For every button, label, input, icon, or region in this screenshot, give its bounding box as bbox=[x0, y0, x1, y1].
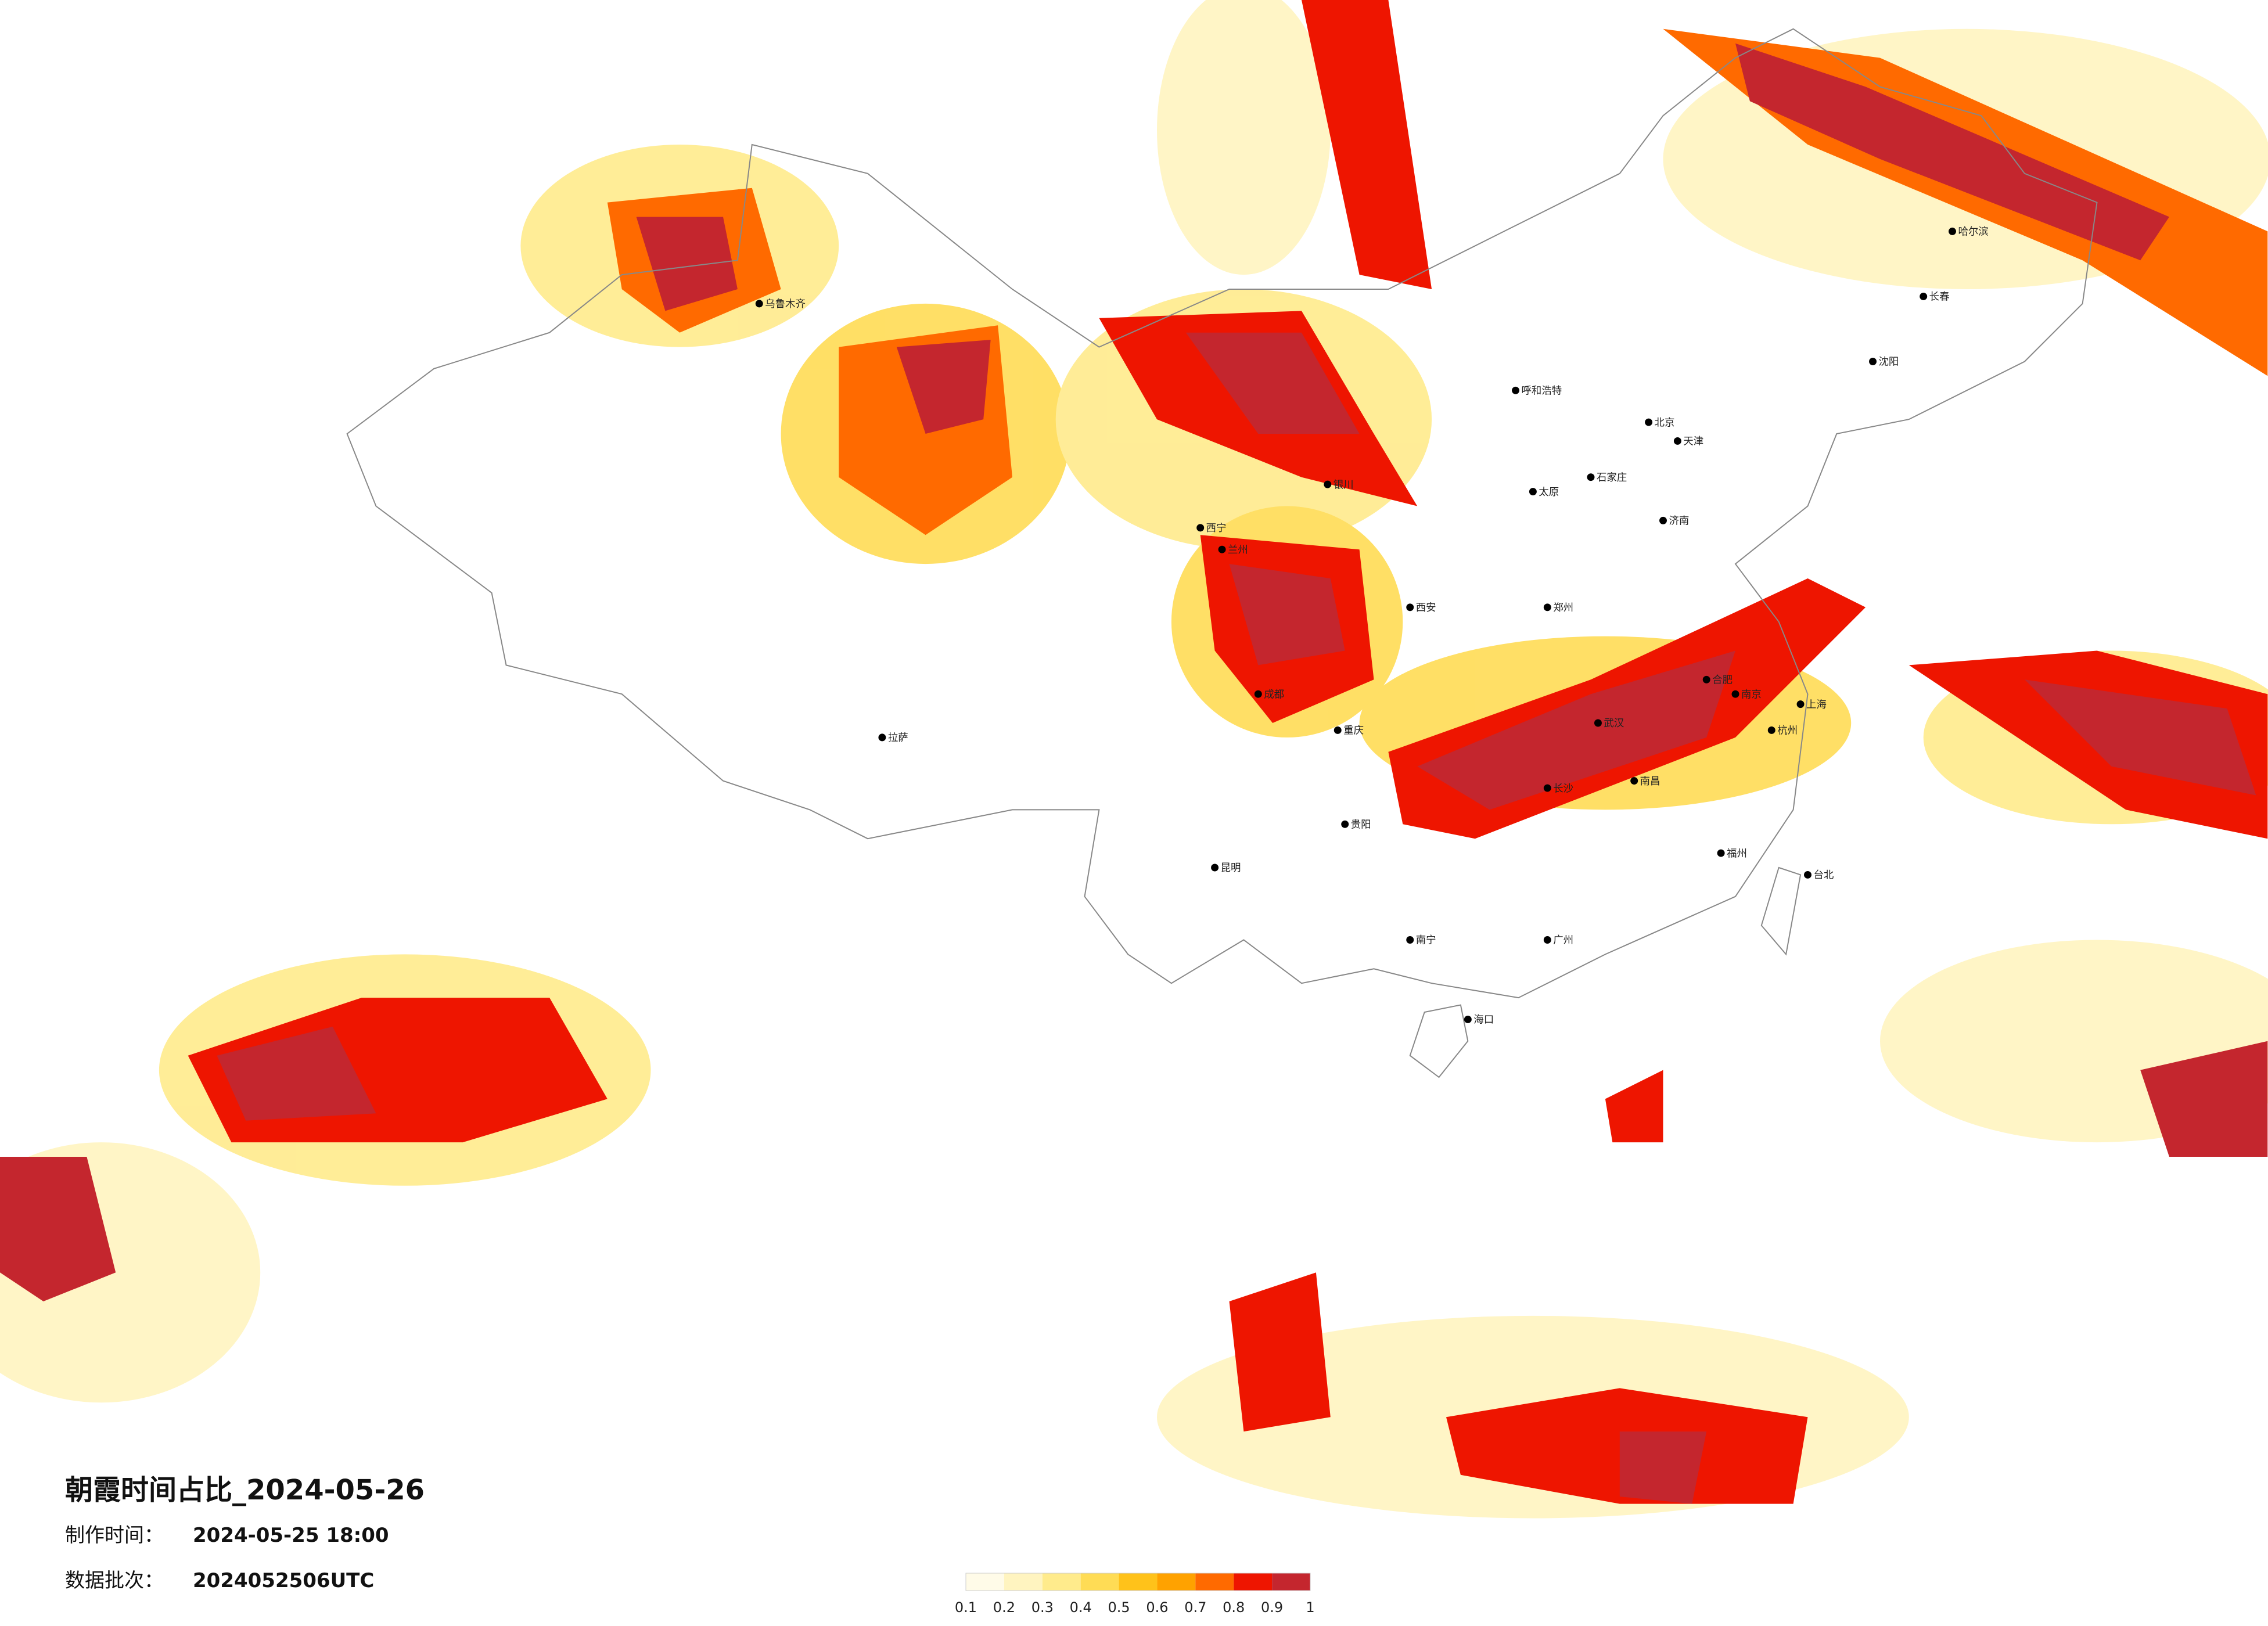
city-label: 兰州 bbox=[1228, 544, 1248, 556]
city-dot bbox=[1869, 358, 1877, 365]
city-dot bbox=[1512, 386, 1519, 394]
city-dot bbox=[1702, 675, 1710, 684]
city-dot bbox=[1587, 473, 1595, 481]
colorbar-tick-label: 0.7 bbox=[1184, 1599, 1206, 1616]
colorbar-swatch bbox=[966, 1573, 1004, 1591]
city-label: 银川 bbox=[1334, 479, 1354, 491]
city-label: 西安 bbox=[1416, 602, 1436, 614]
city-label: 南京 bbox=[1741, 689, 1762, 700]
city-label: 郑州 bbox=[1553, 602, 1573, 614]
city-label: 南宁 bbox=[1416, 935, 1436, 947]
island-border bbox=[1760, 866, 1802, 956]
city-label: 沈阳 bbox=[1879, 357, 1899, 368]
city-dot bbox=[1334, 726, 1342, 734]
city-dot bbox=[1211, 864, 1219, 872]
city-dot bbox=[1767, 726, 1775, 734]
city-label: 哈尔滨 bbox=[1958, 226, 1988, 238]
colorbar-tick-label: 0.9 bbox=[1261, 1599, 1283, 1616]
batch: 2024052506UTC bbox=[193, 1569, 374, 1592]
colorbar-tick-label: 0.5 bbox=[1108, 1599, 1130, 1616]
colorbar-swatch bbox=[1119, 1573, 1158, 1591]
city-dot bbox=[1659, 516, 1667, 524]
made-time: 2024-05-25 18:00 bbox=[193, 1524, 389, 1547]
colorbar-tick-label: 0.6 bbox=[1146, 1599, 1168, 1616]
city-dot bbox=[1196, 524, 1205, 532]
city-label: 福州 bbox=[1727, 848, 1747, 859]
city-dot bbox=[1464, 1015, 1472, 1023]
colorbar-swatch bbox=[1157, 1573, 1196, 1591]
colorbar-tick-label: 0.2 bbox=[993, 1599, 1015, 1616]
city-dot bbox=[1594, 719, 1602, 727]
city-label: 杭州 bbox=[1777, 725, 1798, 737]
city-label: 石家庄 bbox=[1597, 472, 1627, 484]
city-label: 乌鲁木齐 bbox=[765, 298, 806, 310]
city-dot bbox=[1543, 936, 1551, 944]
city-label: 广州 bbox=[1553, 935, 1573, 947]
city-dot bbox=[1254, 690, 1262, 698]
city-dot bbox=[1406, 936, 1414, 944]
made-label: 制作时间： bbox=[65, 1524, 164, 1547]
city-dot bbox=[1543, 784, 1551, 792]
city-label: 成都 bbox=[1264, 689, 1284, 700]
city-label: 重庆 bbox=[1343, 725, 1364, 737]
city-label: 上海 bbox=[1806, 699, 1827, 711]
city-label: 长沙 bbox=[1553, 783, 1573, 794]
colorbar-swatch bbox=[1195, 1573, 1234, 1591]
colorbar-tick-label: 0.4 bbox=[1070, 1599, 1092, 1616]
city-label: 昆明 bbox=[1221, 862, 1241, 874]
city-label: 呼和浩特 bbox=[1521, 386, 1562, 397]
country-border bbox=[346, 28, 2098, 999]
city-dot bbox=[1543, 603, 1551, 611]
city-label: 海口 bbox=[1473, 1015, 1494, 1026]
city-dot bbox=[1796, 700, 1805, 708]
city-label: 台北 bbox=[1813, 870, 1834, 882]
city-dot bbox=[1673, 437, 1681, 445]
colorbar-swatch bbox=[1042, 1573, 1081, 1591]
city-dot bbox=[1949, 227, 1956, 235]
colorbar-frame bbox=[965, 1573, 1311, 1591]
city-label: 贵阳 bbox=[1351, 819, 1371, 831]
city-label: 太原 bbox=[1539, 487, 1559, 498]
city-dot bbox=[1529, 488, 1537, 496]
colorbar-tick-label: 0.3 bbox=[1031, 1599, 1054, 1616]
batch-label: 数据批次： bbox=[65, 1569, 164, 1592]
city-dot bbox=[1731, 690, 1739, 698]
city-label: 长春 bbox=[1929, 292, 1950, 303]
city-dot bbox=[1920, 292, 1928, 300]
city-label: 西宁 bbox=[1206, 523, 1227, 534]
city-dot bbox=[1645, 418, 1653, 426]
island-border bbox=[1409, 1004, 1469, 1078]
city-label: 济南 bbox=[1669, 516, 1689, 527]
city-dot bbox=[1406, 603, 1414, 611]
city-label: 天津 bbox=[1683, 436, 1703, 448]
city-label: 武汉 bbox=[1604, 718, 1624, 729]
city-dot bbox=[1324, 480, 1332, 488]
city-label: 拉萨 bbox=[888, 732, 908, 744]
colorbar-tick-label: 1 bbox=[1306, 1599, 1314, 1616]
city-label: 南昌 bbox=[1640, 776, 1660, 787]
city-dot bbox=[1717, 849, 1725, 857]
colorbar-swatch bbox=[1234, 1573, 1273, 1591]
city-dot bbox=[1218, 545, 1226, 553]
core bbox=[0, 0, 2268, 1504]
city-label: 北京 bbox=[1655, 417, 1675, 429]
city-label: 合肥 bbox=[1712, 675, 1733, 686]
title: 朝霞时间占比_2024-05-26 bbox=[65, 1474, 425, 1506]
city-dot bbox=[1630, 777, 1638, 785]
colorbar-swatch bbox=[1080, 1573, 1119, 1591]
city-dot bbox=[878, 733, 886, 742]
colorbar-swatch bbox=[1004, 1573, 1043, 1591]
colorbar-tick-label: 0.1 bbox=[955, 1599, 977, 1616]
city-dot bbox=[755, 300, 763, 308]
city-dot bbox=[1341, 820, 1349, 828]
colorbar-swatch bbox=[1272, 1573, 1310, 1591]
city-dot bbox=[1804, 870, 1811, 879]
colorbar-tick-label: 0.8 bbox=[1223, 1599, 1245, 1616]
colorbar: 0.1 0.2 0.3 0.4 0.5 0.6 0.7 0.8 0.9 1 bbox=[955, 1573, 1315, 1616]
